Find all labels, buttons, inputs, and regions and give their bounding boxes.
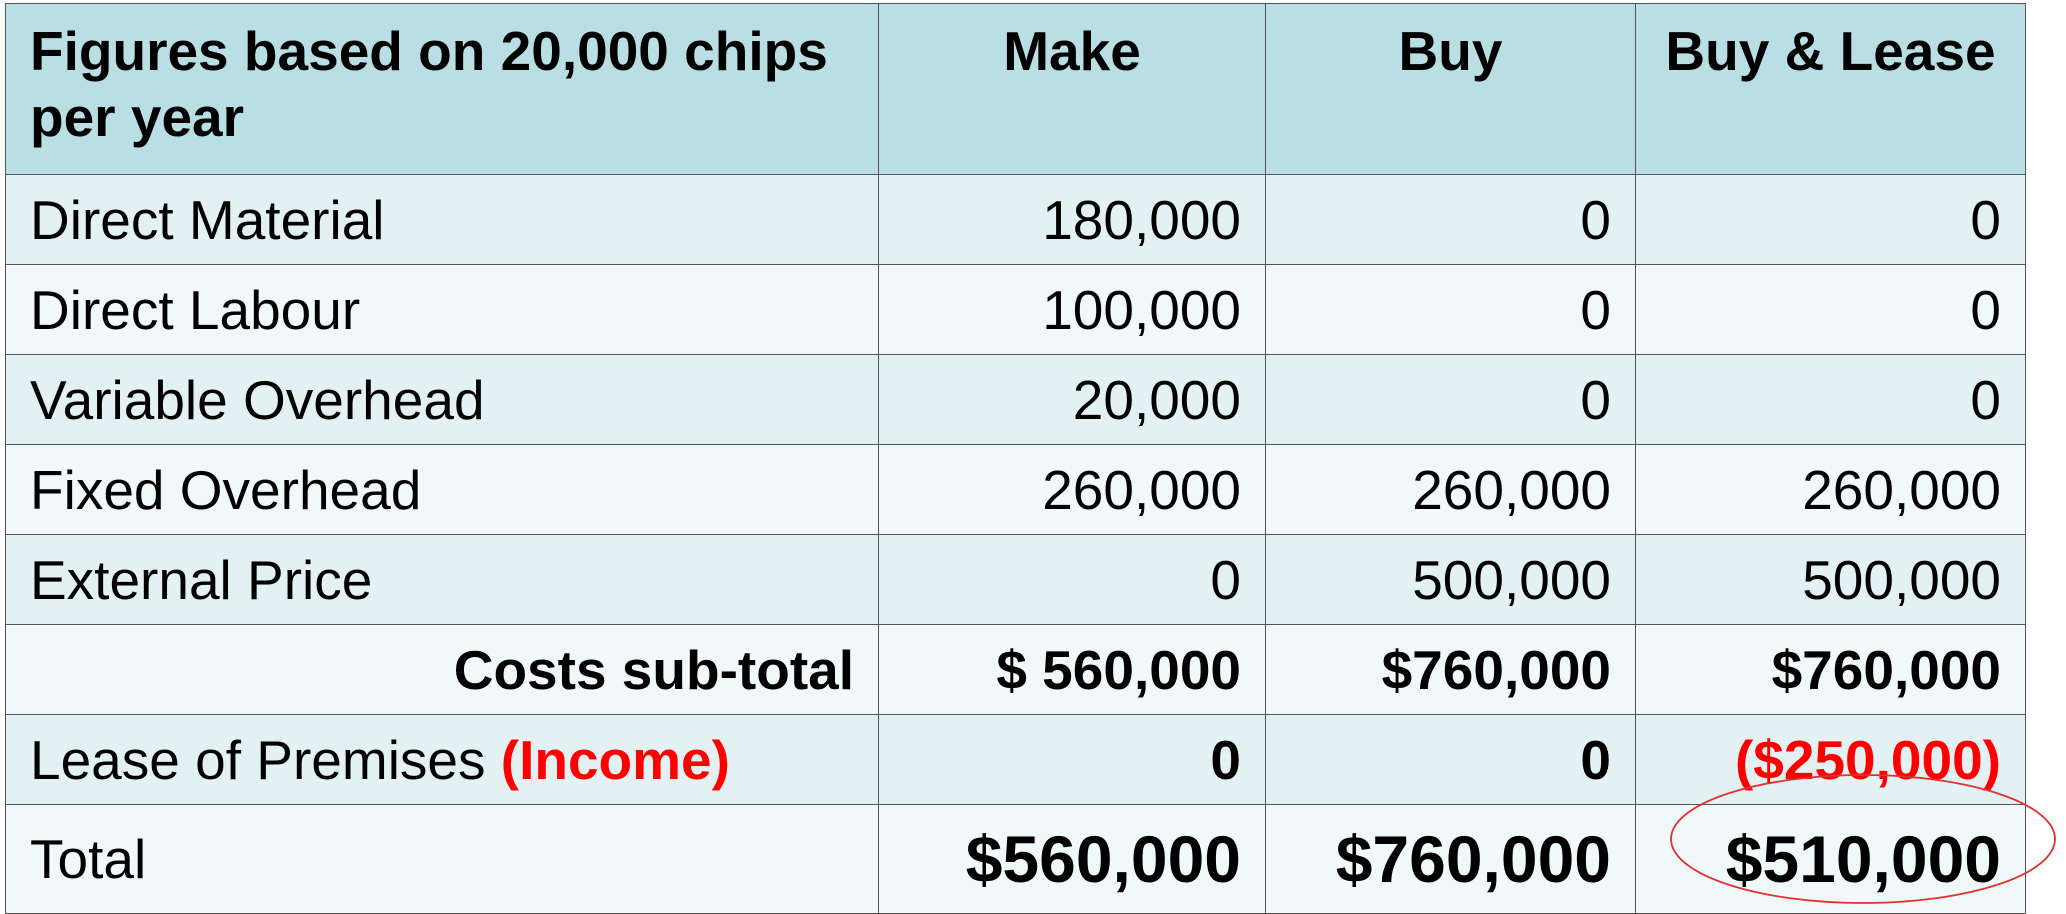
table-row-variable-overhead: Variable Overhead 20,000 0 0	[5, 354, 2026, 445]
lease-label: Lease of Premises	[30, 728, 486, 791]
lease-make: 0	[878, 714, 1266, 805]
cell-buy-lease: 260,000	[1635, 444, 2026, 535]
header-buy-lease: Buy & Lease	[1635, 3, 2026, 175]
table-row-total: Total $560,000 $760,000 $510,000	[5, 804, 2026, 914]
table-row-direct-material: Direct Material 180,000 0 0	[5, 174, 2026, 265]
row-label: External Price	[5, 534, 879, 625]
cost-comparison-table-wrapper: Figures based on 20,000 chips per year M…	[5, 3, 2026, 914]
table-row-external-price: External Price 0 500,000 500,000	[5, 534, 2026, 625]
table-header-row: Figures based on 20,000 chips per year M…	[5, 3, 2026, 175]
table-row-fixed-overhead: Fixed Overhead 260,000 260,000 260,000	[5, 444, 2026, 535]
row-label: Direct Material	[5, 174, 879, 265]
lease-buy: 0	[1265, 714, 1636, 805]
cell-buy-lease: 0	[1635, 174, 2026, 265]
cell-buy-lease: 0	[1635, 264, 2026, 355]
total-label: Total	[5, 804, 879, 914]
cell-buy: 260,000	[1265, 444, 1636, 535]
total-buy-lease: $510,000	[1635, 804, 2026, 914]
table-row-costs-subtotal: Costs sub-total $ 560,000 $760,000 $760,…	[5, 624, 2026, 715]
row-label: Direct Labour	[5, 264, 879, 355]
income-tag: (Income)	[500, 728, 730, 791]
lease-buy-lease: ($250,000)	[1635, 714, 2026, 805]
cell-make: 180,000	[878, 174, 1266, 265]
row-label: Variable Overhead	[5, 354, 879, 445]
total-buy: $760,000	[1265, 804, 1636, 914]
cell-buy: 0	[1265, 174, 1636, 265]
cell-buy-lease: 500,000	[1635, 534, 2026, 625]
lease-label-cell: Lease of Premises (Income)	[5, 714, 879, 805]
subtotal-buy: $760,000	[1265, 624, 1636, 715]
cell-buy: 500,000	[1265, 534, 1636, 625]
cell-make: 0	[878, 534, 1266, 625]
header-make: Make	[878, 3, 1266, 175]
header-buy: Buy	[1265, 3, 1636, 175]
cell-make: 20,000	[878, 354, 1266, 445]
cost-comparison-table: Figures based on 20,000 chips per year M…	[5, 3, 2026, 914]
subtotal-label: Costs sub-total	[5, 624, 879, 715]
total-make: $560,000	[878, 804, 1266, 914]
cell-make: 100,000	[878, 264, 1266, 355]
table-row-lease-of-premises: Lease of Premises (Income) 0 0 ($250,000…	[5, 714, 2026, 805]
table-row-direct-labour: Direct Labour 100,000 0 0	[5, 264, 2026, 355]
cell-buy: 0	[1265, 354, 1636, 445]
subtotal-make: $ 560,000	[878, 624, 1266, 715]
cell-make: 260,000	[878, 444, 1266, 535]
row-label: Fixed Overhead	[5, 444, 879, 535]
cell-buy: 0	[1265, 264, 1636, 355]
subtotal-buy-lease: $760,000	[1635, 624, 2026, 715]
header-figures-basis: Figures based on 20,000 chips per year	[5, 3, 879, 175]
cell-buy-lease: 0	[1635, 354, 2026, 445]
